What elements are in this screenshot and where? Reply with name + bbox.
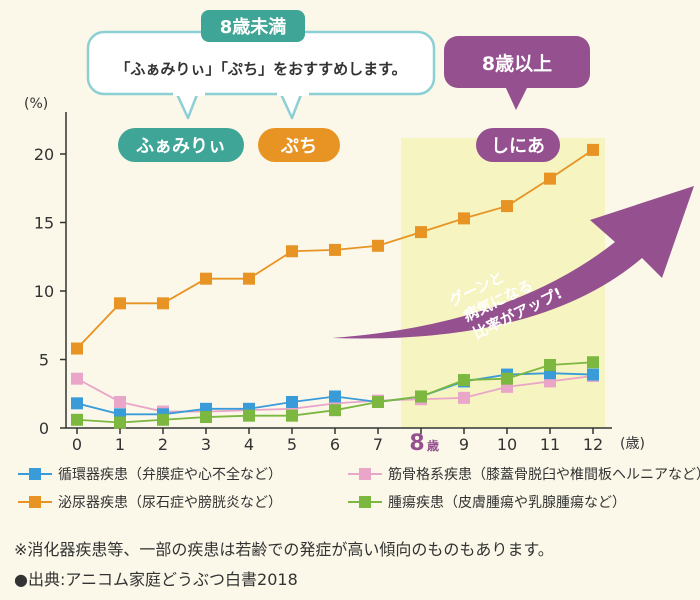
legend-marker-circulatory — [18, 468, 52, 480]
over8-callout: 8歳以上 — [444, 36, 590, 110]
data-point — [71, 397, 83, 410]
x-tick-label: 7 — [373, 435, 383, 454]
x-tick-label-highlight: 8 — [409, 431, 424, 456]
data-point — [286, 409, 298, 422]
data-point — [372, 395, 384, 408]
legend-label-musculoskeletal: 筋骨格系疾患（膝蓋骨脱臼や椎間板ヘルニアなど） — [388, 467, 700, 483]
data-point — [415, 226, 427, 239]
x-tick-label: 1 — [115, 435, 125, 454]
legend-label-tumor: 腫瘍疾患（皮膚腫瘍や乳腺腫瘍など） — [388, 495, 626, 511]
data-point — [329, 243, 341, 256]
data-point — [544, 358, 556, 371]
data-point — [501, 200, 513, 213]
x-tick-label: 2 — [158, 435, 168, 454]
source-citation: ●出典:アニコム家庭どうぶつ白書2018 — [14, 570, 298, 589]
legend-item-circulatory: 循環器疾患（弁膜症や心不全など） — [18, 464, 282, 484]
legend-label-urinary: 泌尿器疾患（尿石症や膀胱炎など） — [58, 495, 282, 511]
under8-text: 「ふぁみりぃ」「ぷち」をおすすめします。 — [115, 60, 406, 78]
x-tick-label: 11 — [540, 435, 560, 454]
svg-text:ぷち: ぷち — [280, 136, 317, 157]
y-tick-label: 15 — [34, 214, 54, 233]
x-tick-label: 3 — [201, 435, 211, 454]
x-tick-label: 9 — [459, 435, 469, 454]
y-tick-label: 20 — [34, 145, 54, 164]
x-tick-label: 6 — [330, 435, 340, 454]
data-point — [587, 368, 599, 381]
data-point — [372, 239, 384, 252]
data-point — [157, 413, 169, 426]
data-point — [114, 297, 126, 310]
x-tick-label: 12 — [583, 435, 603, 454]
x-tick-label: 4 — [244, 435, 254, 454]
y-tick-label: 0 — [39, 419, 49, 438]
over8-title: 8歳以上 — [482, 53, 552, 75]
y-axis-label: (%) — [24, 96, 48, 112]
data-point — [114, 416, 126, 429]
petit-pill: ぷち — [258, 128, 340, 162]
y-tick-label: 10 — [34, 282, 54, 301]
chart: 8歳未満 「ふぁみりぃ」「ぷち」をおすすめします。 8歳以上 ふぁみりぃ ぷち … — [24, 10, 694, 456]
svg-text:しにあ: しにあ — [491, 136, 545, 157]
data-point — [329, 404, 341, 417]
data-point — [286, 245, 298, 258]
svg-text:ふぁみりぃ: ふぁみりぃ — [136, 136, 226, 157]
x-tick-label: 5 — [287, 435, 297, 454]
under8-callout: 8歳未満 「ふぁみりぃ」「ぷち」をおすすめします。 — [86, 10, 436, 120]
data-point — [114, 395, 126, 408]
data-point — [458, 374, 470, 387]
data-point — [71, 413, 83, 426]
legend-marker-musculoskeletal — [348, 468, 382, 480]
y-tick-label: 5 — [39, 351, 49, 370]
family-pill: ふぁみりぃ — [118, 128, 244, 162]
data-point — [200, 411, 212, 424]
data-point — [587, 143, 599, 156]
data-point — [458, 391, 470, 404]
footnote: ※消化器疾患等、一部の疾患は若齢での発症が高い傾向のものもあります。 — [14, 540, 554, 559]
under8-title: 8歳未満 — [220, 16, 287, 38]
data-point — [71, 342, 83, 355]
legend-label-circulatory: 循環器疾患（弁膜症や心不全など） — [58, 467, 282, 483]
legend-marker-urinary — [18, 496, 52, 508]
senior-pill: しにあ — [476, 128, 560, 162]
x-tick-label: 10 — [497, 435, 517, 454]
data-point — [71, 372, 83, 385]
data-point — [458, 212, 470, 225]
data-point — [200, 272, 212, 285]
data-point — [415, 390, 427, 403]
data-point — [243, 272, 255, 285]
x-tick-unit-highlight: 歳 — [427, 438, 439, 453]
legend-item-urinary: 泌尿器疾患（尿石症や膀胱炎など） — [18, 492, 282, 512]
data-point — [587, 356, 599, 369]
data-point — [157, 297, 169, 310]
legend-item-musculoskeletal: 筋骨格系疾患（膝蓋骨脱臼や椎間板ヘルニアなど） — [348, 464, 700, 484]
x-tick-label: 0 — [72, 435, 82, 454]
data-point — [501, 372, 513, 385]
x-axis-unit: (歳) — [620, 436, 645, 452]
data-point — [286, 395, 298, 408]
legend-marker-tumor — [348, 496, 382, 508]
data-point — [243, 409, 255, 422]
legend-item-tumor: 腫瘍疾患（皮膚腫瘍や乳腺腫瘍など） — [348, 492, 626, 512]
data-point — [544, 172, 556, 185]
data-point — [329, 390, 341, 403]
